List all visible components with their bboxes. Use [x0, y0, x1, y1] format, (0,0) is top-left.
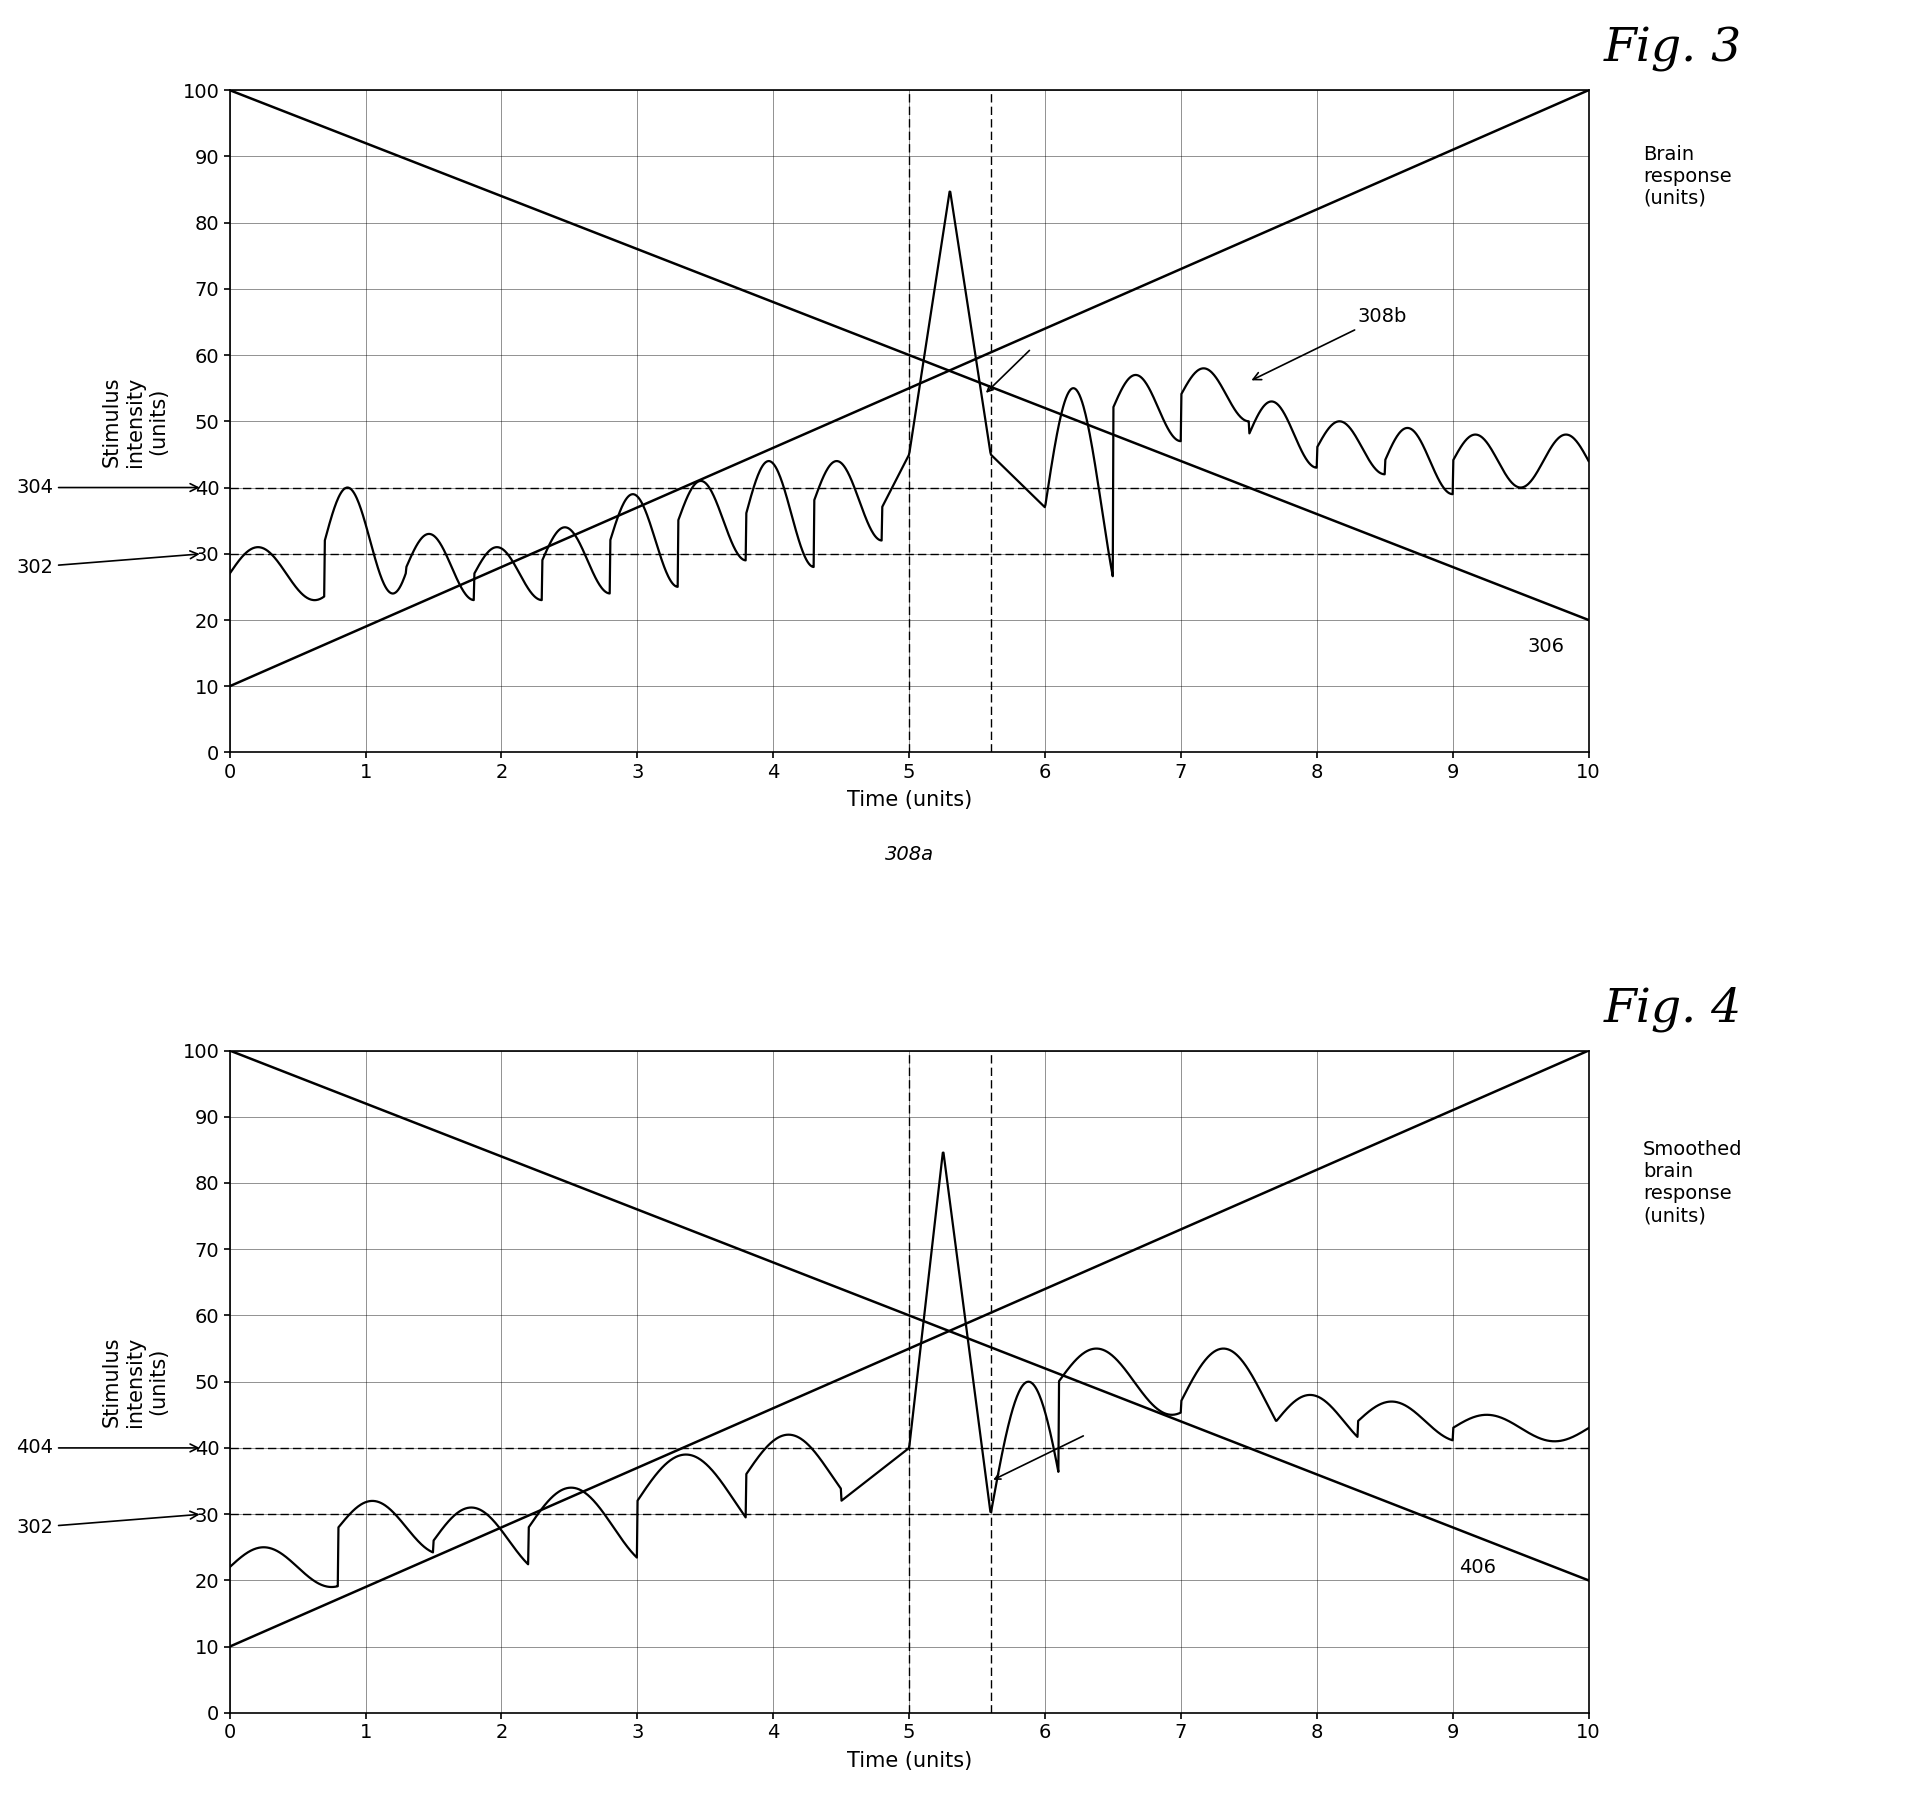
Text: 302: 302 — [15, 1511, 197, 1536]
Text: 406: 406 — [1460, 1558, 1497, 1576]
Y-axis label: Stimulus
intensity
(units): Stimulus intensity (units) — [101, 377, 168, 467]
Text: 308a: 308a — [884, 846, 934, 864]
Y-axis label: Stimulus
intensity
(units): Stimulus intensity (units) — [101, 1336, 168, 1426]
X-axis label: Time (units): Time (units) — [846, 1751, 972, 1771]
Text: Smoothed
brain
response
(units): Smoothed brain response (units) — [1642, 1141, 1742, 1226]
Text: Fig. 4: Fig. 4 — [1604, 986, 1742, 1033]
Text: 306: 306 — [1527, 636, 1564, 656]
X-axis label: Time (units): Time (units) — [846, 790, 972, 810]
Text: 304: 304 — [15, 478, 197, 498]
Text: 308b: 308b — [1254, 307, 1407, 380]
Text: Fig. 3: Fig. 3 — [1604, 27, 1742, 72]
Text: Brain
response
(units): Brain response (units) — [1642, 144, 1732, 207]
Text: 302: 302 — [15, 552, 197, 577]
Text: 404: 404 — [15, 1439, 197, 1457]
